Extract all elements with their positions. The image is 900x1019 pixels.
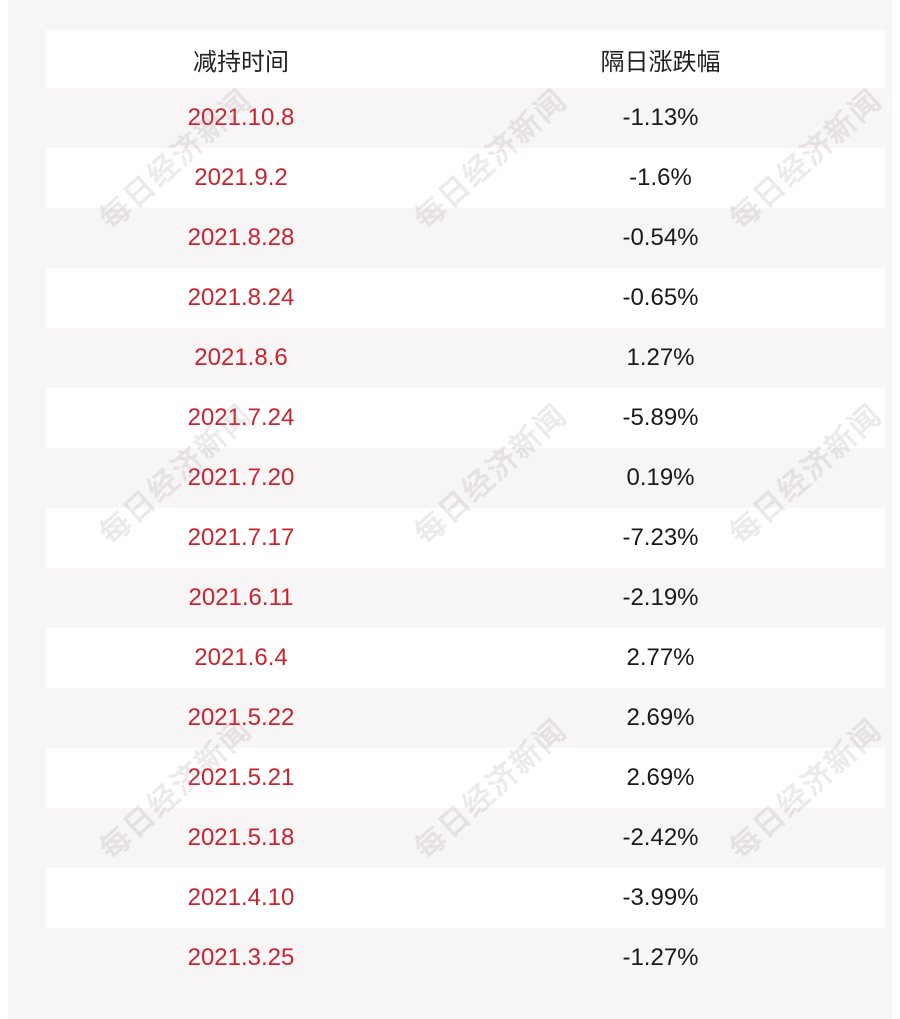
- table-row: 2021.7.20 0.19%: [46, 448, 885, 508]
- reduction-date: 2021.8.28: [187, 224, 295, 251]
- table-row: 2021.6.11 -2.19%: [46, 568, 885, 628]
- next-day-change: -2.42%: [622, 824, 699, 851]
- reduction-date: 2021.5.22: [187, 704, 295, 731]
- table-panel: 减持时间 隔日涨跌幅 2021.10.8 -1.13% 2021.9.2 -1.6% 2…: [8, 0, 892, 1019]
- table-row: 2021.8.28 -0.54%: [46, 208, 885, 268]
- table-row: 2021.8.6 1.27%: [46, 328, 885, 388]
- reduction-date: 2021.7.20: [187, 464, 295, 491]
- table-row: 2021.7.17 -7.23%: [46, 508, 885, 568]
- next-day-change: 2.69%: [626, 704, 695, 731]
- table-row: 2021.3.25 -1.27%: [46, 928, 885, 988]
- table-header-row: 减持时间 隔日涨跌幅: [46, 30, 885, 88]
- reduction-date: 2021.3.25: [187, 944, 295, 971]
- table-row: 2021.10.8 -1.13%: [46, 88, 885, 148]
- table-row: 2021.5.18 -2.42%: [46, 808, 885, 868]
- reduction-date: 2021.9.2: [194, 164, 288, 191]
- next-day-change: -3.99%: [622, 884, 699, 911]
- table-row: 2021.5.22 2.69%: [46, 688, 885, 748]
- reduction-date: 2021.10.8: [187, 104, 295, 131]
- next-day-change: -1.6%: [629, 164, 692, 191]
- next-day-change: 0.19%: [626, 464, 695, 491]
- reduction-table: 减持时间 隔日涨跌幅 2021.10.8 -1.13% 2021.9.2 -1.6% 2…: [46, 30, 885, 988]
- next-day-change: -1.27%: [622, 944, 699, 971]
- next-day-change: 2.77%: [626, 644, 695, 671]
- table-row: 2021.8.24 -0.65%: [46, 268, 885, 328]
- next-day-change: -0.65%: [622, 284, 699, 311]
- next-day-change: -0.54%: [622, 224, 699, 251]
- next-day-change: -1.13%: [622, 104, 699, 131]
- reduction-date: 2021.7.17: [187, 524, 295, 551]
- reduction-date: 2021.6.4: [194, 644, 288, 671]
- reduction-date: 2021.6.11: [188, 584, 294, 611]
- next-day-change: -7.23%: [622, 524, 699, 551]
- table-row: 2021.4.10 -3.99%: [46, 868, 885, 928]
- table-row: 2021.6.4 2.77%: [46, 628, 885, 688]
- table-row: 2021.5.21 2.69%: [46, 748, 885, 808]
- header-next-day-change: 隔日涨跌幅: [600, 48, 721, 76]
- reduction-date: 2021.5.21: [187, 764, 295, 791]
- reduction-date: 2021.8.24: [187, 284, 295, 311]
- table-row: 2021.7.24 -5.89%: [46, 388, 885, 448]
- table-row: 2021.9.2 -1.6%: [46, 148, 885, 208]
- header-date: 减持时间: [193, 48, 289, 76]
- reduction-date: 2021.8.6: [194, 344, 288, 371]
- next-day-change: 1.27%: [626, 344, 695, 371]
- reduction-date: 2021.4.10: [187, 884, 295, 911]
- next-day-change: -2.19%: [622, 584, 699, 611]
- next-day-change: -5.89%: [622, 404, 699, 431]
- reduction-date: 2021.7.24: [187, 404, 295, 431]
- next-day-change: 2.69%: [626, 764, 695, 791]
- reduction-date: 2021.5.18: [187, 824, 295, 851]
